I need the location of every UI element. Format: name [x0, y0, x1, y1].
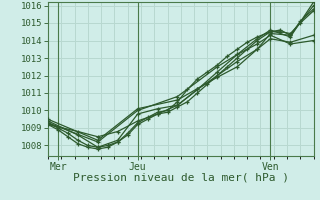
- X-axis label: Pression niveau de la mer( hPa ): Pression niveau de la mer( hPa ): [73, 173, 289, 183]
